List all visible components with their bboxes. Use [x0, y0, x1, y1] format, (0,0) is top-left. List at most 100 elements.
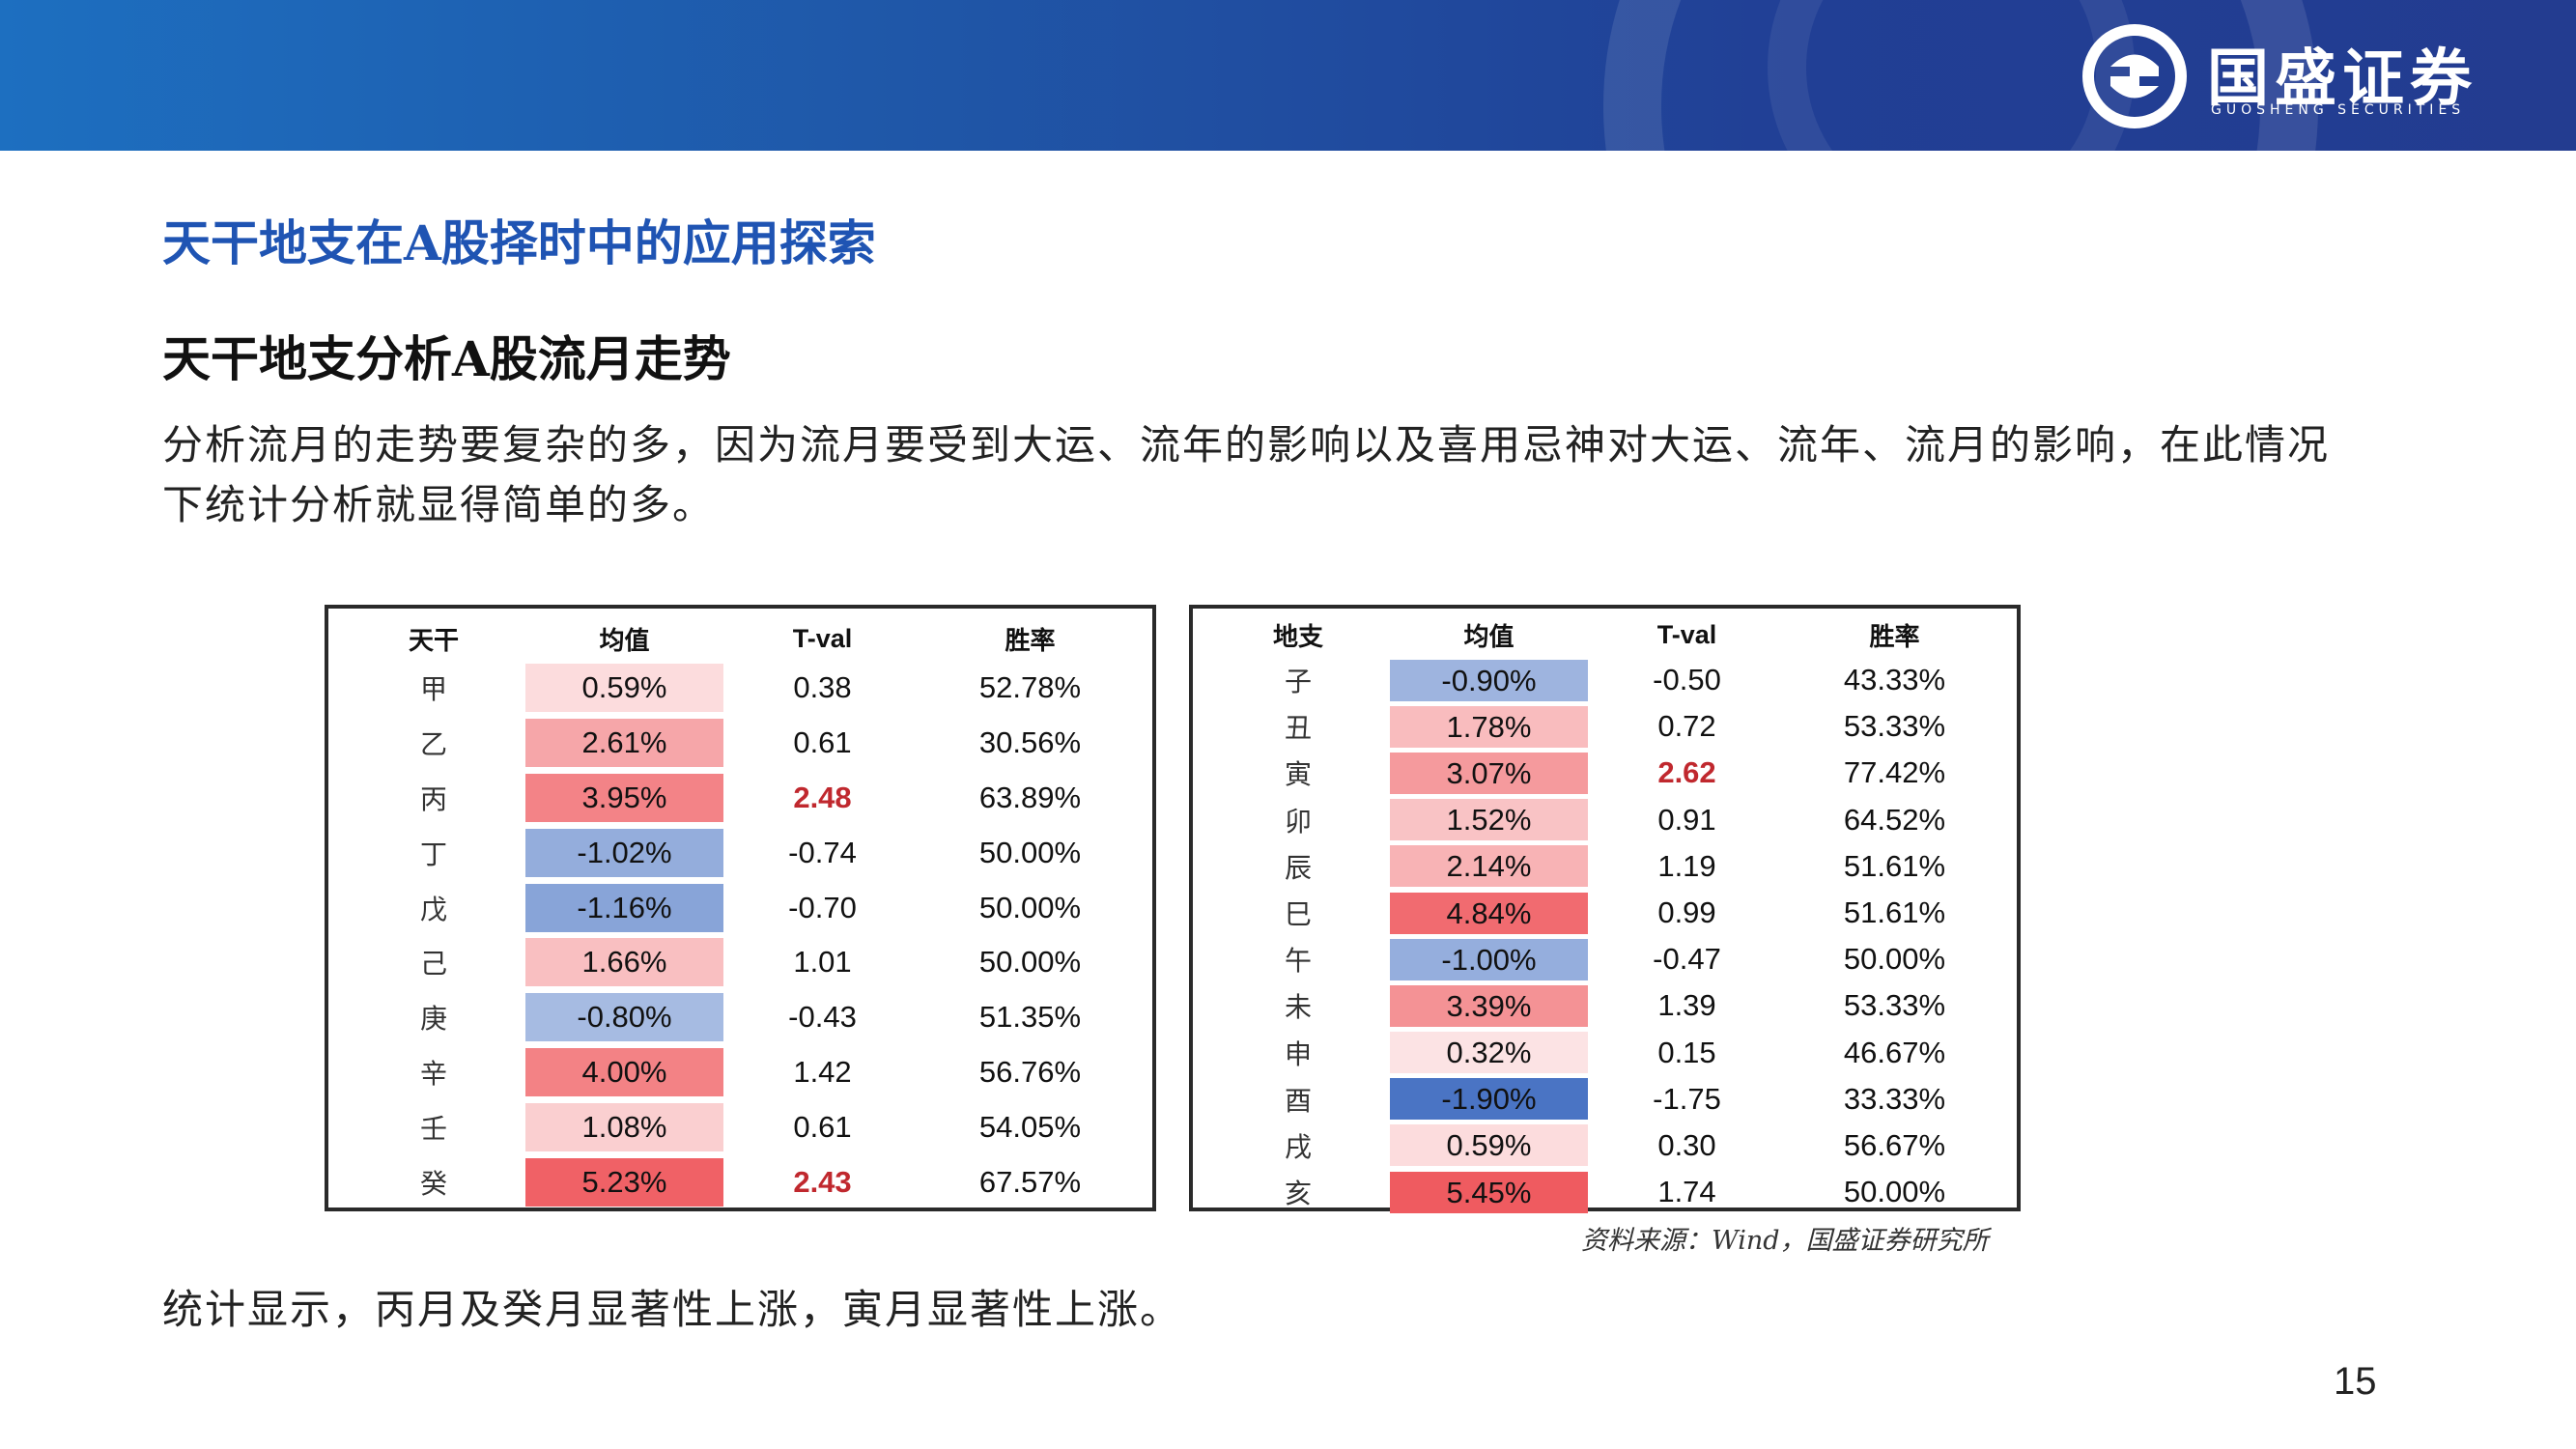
row-label: 亥: [1284, 1178, 1312, 1210]
tval-cell: 0.72: [1657, 709, 1716, 744]
mean-cell: -0.90%: [1390, 657, 1588, 703]
tval-cell: 1.74: [1657, 1175, 1716, 1209]
row-label: 甲: [419, 673, 447, 706]
winrate-cell: 53.33%: [1843, 709, 1946, 744]
winrate-cell: 33.33%: [1843, 1081, 1946, 1116]
tval-cell: 0.38: [793, 670, 852, 705]
row-label: 酉: [1284, 1084, 1312, 1117]
mean-cell: 1.78%: [1390, 703, 1588, 750]
mean-cell: 0.59%: [525, 661, 723, 716]
winrate-cell: 53.33%: [1843, 988, 1946, 1023]
winrate-cell: 63.89%: [978, 780, 1082, 814]
column-header: 胜率: [1005, 626, 1056, 656]
winrate-cell: 50.00%: [978, 835, 1082, 869]
winrate-cell: 67.57%: [978, 1164, 1082, 1199]
source-note: 资料来源：Wind，国盛证券研究所: [1581, 1226, 1989, 1256]
mean-cell: -1.90%: [1390, 1076, 1588, 1122]
tval-cell: 0.99: [1657, 895, 1716, 930]
winrate-cell: 56.76%: [978, 1054, 1082, 1089]
mean-value: 1.78%: [1390, 705, 1588, 748]
winrate-cell: 50.00%: [1843, 942, 1946, 977]
mean-value: 2.61%: [525, 719, 723, 768]
table-row: 己 1.66% 1.01 50.00%: [342, 935, 1139, 990]
mean-value: 1.52%: [1390, 799, 1588, 841]
row-label: 戊: [419, 893, 447, 925]
mean-cell: -1.00%: [1390, 936, 1588, 982]
winrate-cell: 52.78%: [978, 670, 1082, 705]
mean-value: 5.23%: [525, 1157, 723, 1207]
mean-value: 5.45%: [1390, 1171, 1588, 1213]
winrate-cell: 43.33%: [1843, 663, 1946, 697]
banner-decoration: [1603, 0, 2318, 151]
section-title: 天干地支分析A股流月走势: [162, 330, 731, 387]
table-row: 午 -1.00% -0.47 50.00%: [1206, 936, 2003, 982]
mean-value: 0.59%: [1390, 1124, 1588, 1167]
mean-cell: 3.07%: [1390, 750, 1588, 796]
tval-cell: -0.47: [1653, 942, 1721, 977]
winrate-cell: 51.61%: [1843, 848, 1946, 883]
mean-value: -0.80%: [525, 993, 723, 1042]
logo-text-cn: 国盛证券: [2207, 43, 2477, 115]
tval-cell: 0.61: [793, 725, 852, 760]
mean-cell: 2.14%: [1390, 843, 1588, 890]
mean-value: 3.95%: [525, 773, 723, 822]
table-row: 酉 -1.90% -1.75 33.33%: [1206, 1076, 2003, 1122]
table-row: 丑 1.78% 0.72 53.33%: [1206, 703, 2003, 750]
table-row: 辛 4.00% 1.42 56.76%: [342, 1045, 1139, 1100]
row-label: 庚: [419, 1003, 447, 1036]
row-label: 辛: [419, 1057, 447, 1090]
mean-value: 1.08%: [525, 1102, 723, 1151]
row-label: 午: [1284, 945, 1312, 978]
tval-cell: 2.48: [793, 780, 852, 814]
column-header: T-val: [1656, 619, 1717, 649]
mean-value: 2.14%: [1390, 845, 1588, 888]
mean-value: 3.39%: [1390, 984, 1588, 1027]
row-label: 丁: [419, 838, 447, 870]
winrate-cell: 51.61%: [1843, 895, 1946, 930]
table-row: 子 -0.90% -0.50 43.33%: [1206, 657, 2003, 703]
table-row: 戊 -1.16% -0.70 50.00%: [342, 880, 1139, 935]
row-label: 辰: [1284, 851, 1312, 884]
mean-cell: -1.16%: [525, 880, 723, 935]
mean-value: -1.16%: [525, 883, 723, 932]
page-number: 15: [2334, 1360, 2377, 1403]
mean-cell: 0.32%: [1390, 1030, 1588, 1076]
mean-value: 4.00%: [525, 1047, 723, 1096]
tval-cell: 0.61: [793, 1109, 852, 1144]
winrate-cell: 54.05%: [978, 1109, 1082, 1144]
row-label: 卯: [1284, 805, 1312, 838]
table-row: 辰 2.14% 1.19 51.61%: [1206, 843, 2003, 890]
column-header: 胜率: [1869, 622, 1920, 652]
mean-value: 0.32%: [1390, 1032, 1588, 1074]
mean-value: 1.66%: [525, 938, 723, 987]
tval-cell: 0.91: [1657, 802, 1716, 837]
tval-cell: -0.74: [788, 835, 857, 869]
table-row: 寅 3.07% 2.62 77.42%: [1206, 750, 2003, 796]
winrate-cell: 50.00%: [978, 945, 1082, 980]
tval-cell: 0.30: [1657, 1127, 1716, 1162]
winrate-cell: 50.00%: [978, 890, 1082, 924]
mean-cell: 3.95%: [525, 771, 723, 826]
dizhi-table: 地支 均值 T-val 胜率 子 -0.90% -0.50 43.33% 丑 1.78% 0…: [1189, 605, 2021, 1213]
mean-value: -1.02%: [525, 828, 723, 877]
mean-value: -1.90%: [1390, 1078, 1588, 1121]
row-label: 癸: [419, 1167, 447, 1200]
mean-value: 3.07%: [1390, 752, 1588, 794]
table-row: 卯 1.52% 0.91 64.52%: [1206, 797, 2003, 843]
row-label: 乙: [419, 728, 447, 761]
table-row: 癸 5.23% 2.43 67.57%: [342, 1154, 1139, 1209]
mean-cell: 2.61%: [525, 716, 723, 771]
tval-cell: -1.75: [1653, 1081, 1721, 1116]
row-label: 巳: [1284, 898, 1312, 931]
table-row: 未 3.39% 1.39 53.33%: [1206, 982, 2003, 1029]
winrate-cell: 50.00%: [1843, 1175, 1946, 1209]
winrate-cell: 46.67%: [1843, 1035, 1946, 1069]
column-header: 天干: [408, 626, 459, 656]
tval-cell: 0.15: [1657, 1035, 1716, 1069]
tval-cell: 2.62: [1657, 755, 1716, 790]
tval-cell: 1.42: [793, 1054, 852, 1089]
winrate-cell: 56.67%: [1843, 1127, 1946, 1162]
guosheng-logo-icon: [2082, 24, 2187, 128]
row-label: 戌: [1284, 1130, 1312, 1163]
mean-cell: 3.39%: [1390, 982, 1588, 1029]
